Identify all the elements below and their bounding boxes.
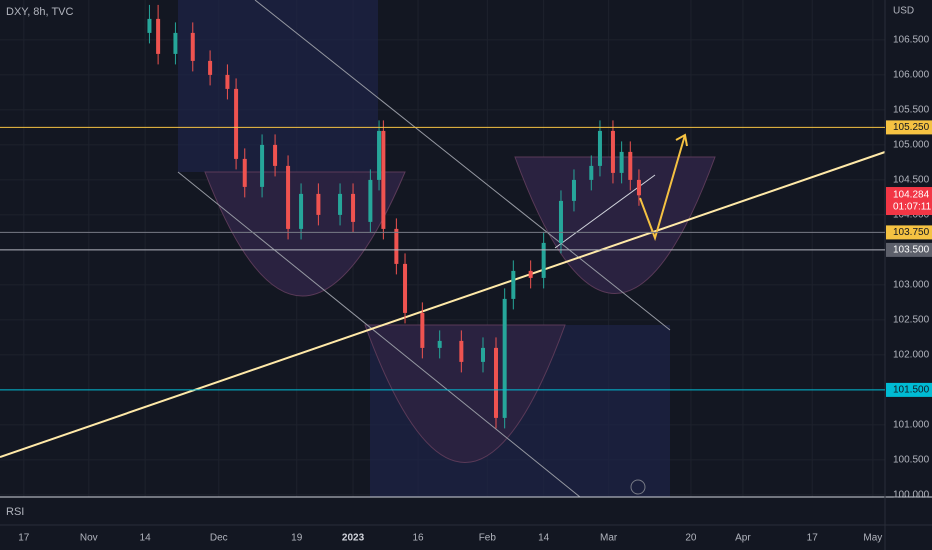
y-tick-label: 100.000 [893, 490, 930, 501]
candle-body [459, 340, 464, 362]
candle-body [541, 242, 546, 278]
replay-icon[interactable] [630, 479, 646, 495]
x-tick-label: 14 [538, 533, 550, 544]
x-tick-label: Feb [479, 533, 497, 544]
price-label-bg [886, 225, 932, 240]
candle-body [636, 179, 641, 196]
x-tick-label: 17 [18, 533, 30, 544]
candle-body [628, 151, 633, 180]
candle-body [481, 347, 486, 362]
price-label: 103.750 [893, 227, 930, 238]
candle-body [589, 165, 594, 180]
y-tick-label: 102.000 [893, 350, 930, 361]
candle-body [558, 200, 563, 243]
candle-body [351, 193, 356, 222]
x-tick-label: Apr [735, 533, 751, 544]
candle-body [273, 144, 278, 166]
candle-body [173, 32, 178, 54]
x-tick-label: 17 [807, 533, 819, 544]
price-label: 103.500 [893, 245, 930, 256]
last-price: 104.284 [893, 190, 930, 201]
x-tick-label: 2023 [342, 533, 365, 544]
candle-body [156, 18, 161, 54]
candle-body [299, 193, 304, 229]
zone [178, 0, 378, 172]
x-tick-label: 19 [291, 533, 303, 544]
candle-body [147, 18, 152, 33]
candle-body [316, 193, 321, 215]
symbol-title: DXY, 8h, TVC [6, 6, 74, 18]
candle-body [528, 270, 533, 278]
price-label: 101.500 [893, 385, 930, 396]
y-tick-label: 106.500 [893, 35, 930, 46]
candle-body [234, 88, 239, 159]
candle-body [493, 347, 498, 418]
y-tick-label: 101.000 [893, 420, 930, 431]
last-price-bg [886, 187, 932, 216]
candle-body [377, 130, 382, 180]
candle-body [286, 165, 291, 229]
price-label: 105.250 [893, 122, 930, 133]
pane-label: RSI [6, 506, 24, 518]
candle-body [190, 32, 195, 61]
candle-body [511, 270, 516, 299]
cup [514, 156, 716, 294]
channel-line [177, 171, 581, 498]
candle-body [403, 263, 408, 313]
candle-body [610, 130, 615, 173]
x-tick-label: 20 [685, 533, 697, 544]
price-label-bg [886, 382, 932, 397]
candle-body [571, 179, 576, 201]
x-tick-label: Dec [210, 533, 228, 544]
candle-body [225, 74, 230, 89]
y-tick-label: 102.500 [893, 315, 930, 326]
candle-body [394, 228, 399, 264]
y-tick-label: 105.500 [893, 105, 930, 116]
y-tick-label: 104.500 [893, 175, 930, 186]
candle-body [208, 60, 213, 75]
countdown: 01:07:11 [893, 202, 932, 213]
x-tick-label: May [863, 533, 882, 544]
candle-body [242, 158, 247, 187]
candle-body [338, 193, 343, 215]
cup [364, 324, 566, 463]
channel-line [254, 0, 671, 331]
candle-body [260, 144, 265, 187]
y-tick-label: 100.500 [893, 455, 930, 466]
y-tick-label: 104.000 [893, 210, 930, 221]
candle-body [437, 340, 442, 348]
candle-body [619, 151, 624, 173]
currency: USD [893, 6, 914, 17]
y-tick-label: 103.000 [893, 280, 930, 291]
candle-body [381, 130, 386, 229]
candle-body [368, 179, 373, 222]
x-tick-label: Nov [80, 533, 98, 544]
price-label-bg [886, 242, 932, 257]
arrow-head [675, 133, 688, 147]
candle-body [420, 312, 425, 348]
candle-body [597, 130, 602, 166]
y-tick-label: 105.000 [893, 140, 930, 151]
price-label-bg [886, 120, 932, 135]
x-tick-label: 16 [412, 533, 424, 544]
x-tick-label: 14 [140, 533, 152, 544]
x-tick-label: Mar [600, 533, 618, 544]
candle-body [502, 298, 507, 418]
projection-arrow [639, 134, 686, 242]
y-tick-label: 106.000 [893, 70, 930, 81]
trend-line [0, 151, 886, 458]
